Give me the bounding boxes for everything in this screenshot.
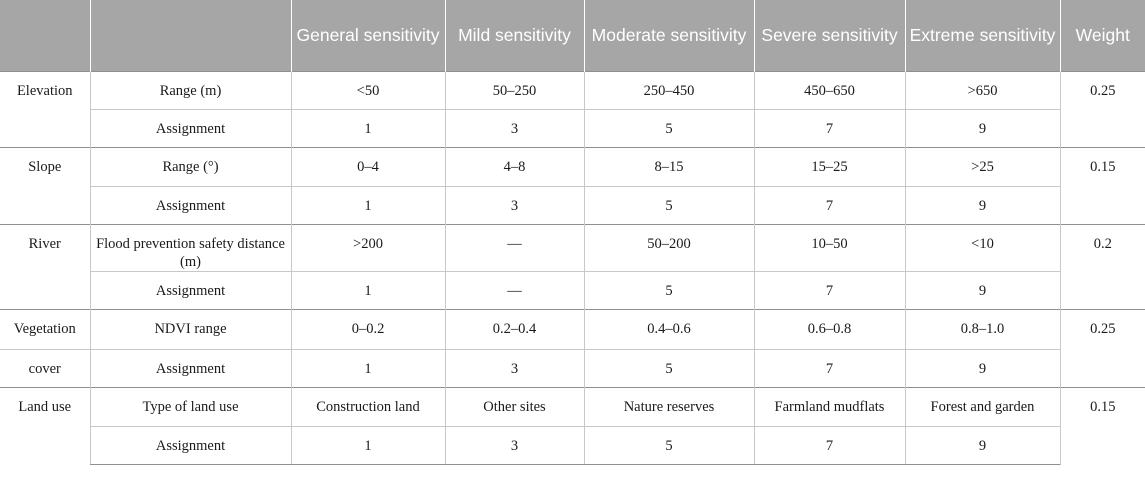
value-cell: 250–450 xyxy=(583,70,754,109)
weight-vegetation: 0.25 xyxy=(1059,308,1145,387)
weight-river: 0.2 xyxy=(1059,223,1145,309)
value-cell: 5 xyxy=(583,348,754,387)
value-cell: 9 xyxy=(904,185,1060,224)
value-cell: 50–200 xyxy=(583,223,754,271)
sensitivity-table: General sensitivity Mild sensitivity Mod… xyxy=(0,0,1145,465)
table-row: Assignment 1 3 5 7 9 xyxy=(0,185,1145,224)
value-cell: 0–0.2 xyxy=(290,308,445,349)
table-row: Assignment 1 — 5 7 9 xyxy=(0,270,1145,309)
header-mild-sensitivity: Mild sensitivity xyxy=(444,0,584,71)
table-row: Elevation Range (m) <50 50–250 250–450 4… xyxy=(0,70,1145,147)
value-cell: Farmland mudflats xyxy=(753,386,905,426)
value-cell: <50 xyxy=(290,70,445,109)
indicator-cell: Range (m) xyxy=(89,70,291,109)
value-cell: 1 xyxy=(290,425,445,465)
value-cell: — xyxy=(444,270,584,309)
value-cell: 1 xyxy=(290,270,445,309)
factor-vegetation-line2: cover xyxy=(0,348,90,387)
factor-vegetation-line1: Vegetation xyxy=(0,308,90,349)
value-cell: 5 xyxy=(583,108,754,147)
value-cell: 7 xyxy=(753,348,905,387)
value-cell: Other sites xyxy=(444,386,584,426)
factor-elevation: Elevation xyxy=(0,70,90,147)
indicator-cell: Assignment xyxy=(89,108,291,147)
value-cell: 5 xyxy=(583,425,754,465)
value-cell: 9 xyxy=(904,270,1060,309)
weight-elevation: 0.25 xyxy=(1059,70,1145,147)
value-cell: 0.4–0.6 xyxy=(583,308,754,349)
table-body: Elevation Range (m) <50 50–250 250–450 4… xyxy=(0,70,1145,465)
value-cell: 9 xyxy=(904,348,1060,387)
factor-slope: Slope xyxy=(0,146,90,224)
header-severe-sensitivity: Severe sensitivity xyxy=(753,0,905,71)
value-cell: 7 xyxy=(753,185,905,224)
value-cell: 7 xyxy=(753,270,905,309)
indicator-cell: Type of land use xyxy=(89,386,291,426)
value-cell: — xyxy=(444,223,584,271)
value-cell: Nature reserves xyxy=(583,386,754,426)
header-moderate-sensitivity: Moderate sensitivity xyxy=(583,0,754,71)
indicator-cell: Assignment xyxy=(89,185,291,224)
value-cell: 3 xyxy=(444,108,584,147)
table-row: cover Assignment 1 3 5 7 9 xyxy=(0,348,1145,387)
value-cell: Construction land xyxy=(290,386,445,426)
header-weight: Weight xyxy=(1059,0,1145,71)
value-cell: 0.8–1.0 xyxy=(904,308,1060,349)
factor-river: River xyxy=(0,223,90,309)
value-cell: >25 xyxy=(904,146,1060,186)
value-cell: 3 xyxy=(444,425,584,465)
value-cell: >650 xyxy=(904,70,1060,109)
indicator-cell: Range (°) xyxy=(89,146,291,186)
value-cell: 50–250 xyxy=(444,70,584,109)
weight-land-use: 0.15 xyxy=(1059,386,1145,464)
indicator-cell: NDVI range xyxy=(89,308,291,349)
value-cell: <10 xyxy=(904,223,1060,271)
table-row: Slope Range (°) 0–4 4–8 8–15 15–25 >25 0… xyxy=(0,146,1145,224)
value-cell: 9 xyxy=(904,425,1060,465)
table-row: Land use Type of land use Construction l… xyxy=(0,386,1145,464)
value-cell: 3 xyxy=(444,185,584,224)
value-cell: 0.2–0.4 xyxy=(444,308,584,349)
value-cell: 5 xyxy=(583,185,754,224)
value-cell: 7 xyxy=(753,108,905,147)
value-cell: 1 xyxy=(290,348,445,387)
value-cell: 1 xyxy=(290,185,445,224)
value-cell: 7 xyxy=(753,425,905,465)
value-cell: 1 xyxy=(290,108,445,147)
indicator-cell: Flood prevention safety distance (m) xyxy=(89,223,291,271)
table-row: Assignment 1 3 5 7 9 xyxy=(0,108,1145,147)
value-cell: 5 xyxy=(583,270,754,309)
value-cell: 0–4 xyxy=(290,146,445,186)
header-general-sensitivity: General sensitivity xyxy=(290,0,445,71)
indicator-cell: Assignment xyxy=(89,348,291,387)
value-cell: >200 xyxy=(290,223,445,271)
value-cell: 10–50 xyxy=(753,223,905,271)
table-row: Vegetation NDVI range 0–0.2 0.2–0.4 0.4–… xyxy=(0,308,1145,387)
indicator-cell: Assignment xyxy=(89,425,291,465)
value-cell: 8–15 xyxy=(583,146,754,186)
value-cell: 15–25 xyxy=(753,146,905,186)
value-cell: 4–8 xyxy=(444,146,584,186)
value-cell: 3 xyxy=(444,348,584,387)
weight-slope: 0.15 xyxy=(1059,146,1145,224)
table-row: River Flood prevention safety distance (… xyxy=(0,223,1145,309)
value-cell: 0.6–0.8 xyxy=(753,308,905,349)
table-header: General sensitivity Mild sensitivity Mod… xyxy=(0,0,1145,71)
indicator-cell: Assignment xyxy=(89,270,291,309)
value-cell: 450–650 xyxy=(753,70,905,109)
table-row: Assignment 1 3 5 7 9 xyxy=(0,425,1145,465)
header-factor xyxy=(0,0,90,71)
header-extreme-sensitivity: Extreme sensitivity xyxy=(904,0,1060,71)
header-indicator xyxy=(89,0,291,71)
value-cell: Forest and garden xyxy=(904,386,1060,426)
value-cell: 9 xyxy=(904,108,1060,147)
factor-land-use: Land use xyxy=(0,386,90,464)
